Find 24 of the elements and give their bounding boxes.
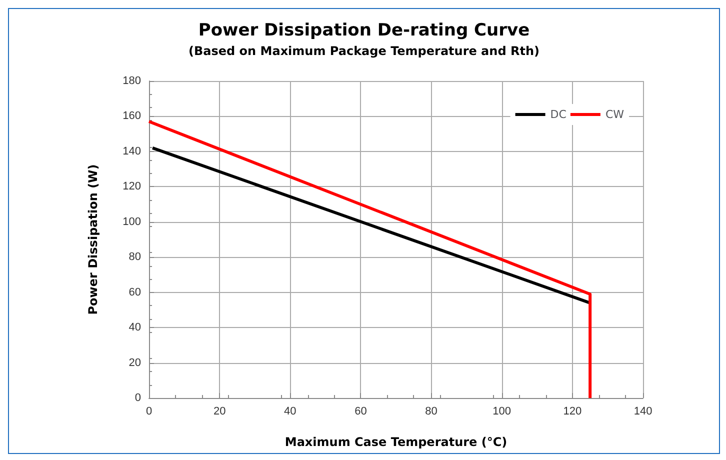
x-axis-title: Maximum Case Temperature (°C): [284, 435, 508, 449]
chart-title: Power Dissipation De-rating Curve: [198, 20, 530, 40]
legend-label: DC: [550, 108, 567, 121]
y-tick-label: 20: [128, 356, 141, 369]
y-tick-label: 0: [134, 392, 141, 404]
x-tick-label: 80: [425, 406, 438, 418]
y-tick-label: 120: [122, 180, 141, 193]
x-tick-label: 0: [146, 406, 152, 418]
chart-subtitle: (Based on Maximum Package Temperature and Rth): [188, 44, 540, 58]
x-tick-label: 140: [634, 406, 652, 418]
x-tick-label: 60: [354, 406, 367, 418]
x-tick-label: 100: [492, 406, 512, 418]
x-tick-label: 20: [213, 406, 226, 418]
y-tick-label: 140: [122, 145, 141, 158]
x-tick-label: 40: [284, 406, 296, 418]
y-tick-label: 40: [128, 322, 141, 334]
legend-label: CW: [605, 108, 624, 121]
y-tick-label: 160: [122, 110, 141, 122]
y-tick-label: 180: [122, 75, 141, 87]
x-tick-label: 120: [563, 406, 582, 418]
y-tick-label: 60: [128, 286, 141, 298]
y-tick-label: 100: [122, 216, 141, 228]
y-tick-label: 80: [128, 251, 141, 264]
y-axis-title: Power Dissipation (W): [86, 164, 100, 315]
